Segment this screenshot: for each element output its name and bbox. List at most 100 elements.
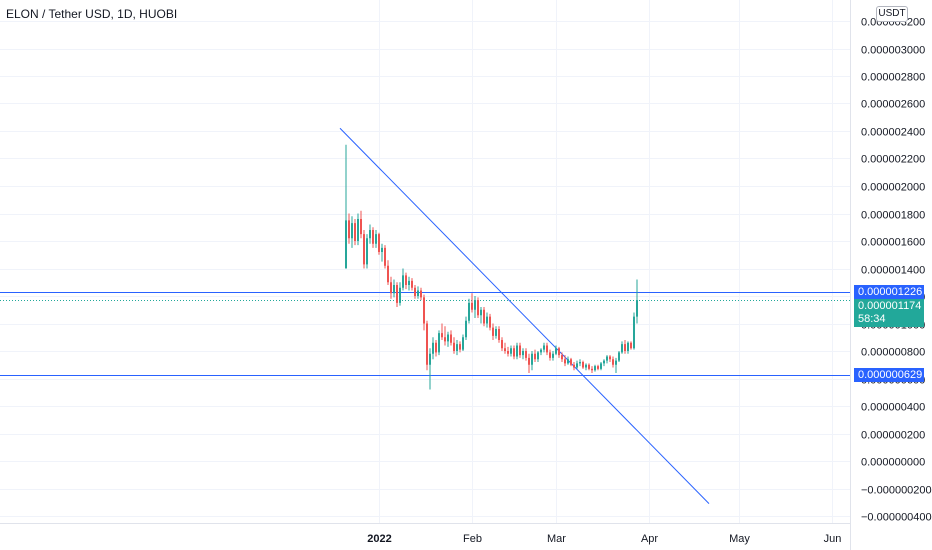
candle-body (609, 356, 611, 360)
candle-body (513, 348, 515, 357)
candle (474, 296, 476, 318)
candle-body (477, 300, 479, 316)
candle-body (465, 320, 467, 338)
candle-body (528, 357, 530, 365)
candle-body (489, 316, 491, 328)
candle (630, 341, 632, 350)
candle (447, 331, 449, 347)
candle (435, 340, 437, 357)
candle (384, 245, 386, 269)
candle-body (483, 309, 485, 324)
candle (585, 363, 587, 371)
candle-body (579, 362, 581, 364)
candle (381, 243, 383, 262)
candle (471, 293, 473, 313)
candle (372, 227, 374, 248)
candle (561, 352, 563, 362)
candle (477, 297, 479, 318)
candle-body (534, 353, 536, 360)
candle (453, 337, 455, 354)
candle-body (438, 333, 440, 353)
x-tick-label: Feb (463, 533, 482, 545)
candle (579, 359, 581, 367)
candle (357, 213, 359, 246)
candle-body (372, 230, 374, 244)
candle-body (423, 297, 425, 324)
candle-body (510, 348, 512, 354)
candle-body (450, 334, 452, 343)
candle (351, 216, 353, 248)
price-tag-level-lower: 0.000000629 (854, 368, 924, 382)
candle (624, 340, 626, 354)
candle-body (573, 364, 575, 368)
candle (438, 330, 440, 356)
candle (387, 260, 389, 285)
candle-body (462, 337, 464, 350)
candle (528, 353, 530, 373)
currency-button[interactable]: USDT (876, 6, 908, 22)
candle-body (426, 323, 428, 365)
candle-body (549, 352, 551, 358)
candle-body (636, 300, 638, 317)
candle-body (630, 342, 632, 349)
candle-body (393, 285, 395, 294)
candle (390, 276, 392, 299)
candle (546, 342, 548, 356)
candle-body (402, 275, 404, 288)
trend-line[interactable] (339, 127, 710, 504)
chart-drawings[interactable] (0, 127, 850, 504)
candle-body (522, 351, 524, 356)
candle-body (498, 329, 500, 340)
candle-body (390, 282, 392, 294)
y-tick-label: 0.000003000 (861, 45, 925, 57)
candle-body (531, 353, 533, 365)
candle-body (405, 275, 407, 285)
y-tick-label: 0.000000200 (861, 430, 925, 442)
candle-body (582, 362, 584, 368)
candle (519, 342, 521, 358)
candle (468, 298, 470, 324)
candle-body (360, 219, 362, 235)
candle (504, 342, 506, 354)
candle (570, 357, 572, 367)
candle (450, 330, 452, 346)
candle-body (459, 344, 461, 350)
y-tick-label: −0.000000400 (861, 512, 932, 524)
price-axis[interactable]: 0.0000032000.0000030000.0000028000.00000… (861, 17, 932, 524)
candle (399, 282, 401, 306)
candle (414, 285, 416, 299)
candle-body (525, 351, 527, 358)
candle-body (504, 348, 506, 351)
candle (597, 364, 599, 371)
symbol-title: ELON / Tether USD, 1D, HUOBI (6, 7, 178, 21)
candle (444, 326, 446, 346)
candle-body (471, 302, 473, 310)
candle (531, 351, 533, 371)
candle (462, 334, 464, 351)
candle (576, 360, 578, 369)
price-tag-level-upper: 0.000001226 (854, 285, 924, 299)
candle (513, 345, 515, 360)
time-axis[interactable]: 2022 Feb Mar Apr May Jun (367, 533, 841, 545)
candle-body (543, 345, 545, 350)
candle (543, 342, 545, 353)
candle-body (399, 287, 401, 303)
candle-body (411, 280, 413, 288)
candle (612, 356, 614, 368)
candle-body (507, 351, 509, 354)
y-tick-label: −0.000000200 (861, 485, 932, 497)
candle (606, 355, 608, 364)
candle (552, 351, 554, 361)
candle (402, 268, 404, 291)
candle (534, 349, 536, 362)
candle-body (366, 238, 368, 265)
candle-body (576, 363, 578, 368)
candle-body (480, 309, 482, 316)
candle (549, 349, 551, 361)
candle-body (378, 234, 380, 252)
candle-body (501, 340, 503, 349)
y-tick-label: 0.000002600 (861, 99, 925, 111)
candle-body (612, 359, 614, 365)
candle (603, 359, 605, 367)
